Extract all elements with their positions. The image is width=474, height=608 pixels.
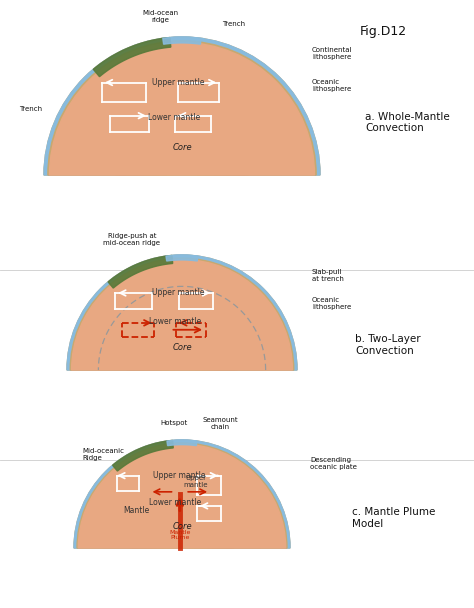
Text: Ridge-push at
mid-ocean ridge: Ridge-push at mid-ocean ridge [103, 233, 161, 246]
Wedge shape [145, 333, 219, 370]
Wedge shape [77, 443, 287, 548]
Text: Lower mantle: Lower mantle [149, 317, 201, 326]
Wedge shape [138, 504, 226, 548]
Wedge shape [138, 131, 226, 175]
Wedge shape [82, 75, 282, 175]
Text: Trench: Trench [222, 21, 246, 27]
Wedge shape [49, 42, 315, 175]
Polygon shape [166, 255, 198, 261]
Text: Oceanic
lithosphere: Oceanic lithosphere [312, 297, 351, 310]
Wedge shape [156, 344, 208, 370]
Wedge shape [67, 255, 297, 370]
Polygon shape [108, 255, 173, 288]
Wedge shape [164, 530, 200, 548]
Text: Upper mantle: Upper mantle [152, 288, 205, 297]
Wedge shape [44, 37, 320, 175]
Text: Mantle: Mantle [124, 506, 150, 515]
Text: c. Mantle Plume
Model: c. Mantle Plume Model [352, 507, 436, 528]
Text: Upper
mantle: Upper mantle [184, 474, 208, 488]
Text: Fig.D12: Fig.D12 [360, 26, 407, 38]
Wedge shape [174, 167, 190, 175]
Wedge shape [159, 152, 205, 175]
Wedge shape [163, 351, 201, 370]
Wedge shape [176, 542, 188, 548]
Text: Lower mantle: Lower mantle [147, 112, 200, 122]
Text: a. Whole-Mantle
Convection: a. Whole-Mantle Convection [365, 112, 450, 133]
Text: Upper mantle: Upper mantle [153, 471, 205, 480]
Text: Core: Core [172, 522, 192, 531]
Wedge shape [116, 109, 248, 175]
Wedge shape [130, 496, 234, 548]
Polygon shape [163, 37, 201, 44]
Wedge shape [145, 137, 219, 175]
Wedge shape [126, 119, 238, 175]
Wedge shape [74, 440, 290, 548]
Wedge shape [170, 358, 194, 370]
Text: Mid-oceanic
Ridge: Mid-oceanic Ridge [82, 447, 124, 460]
Wedge shape [49, 43, 314, 175]
Wedge shape [78, 444, 286, 548]
Text: Lower mantle: Lower mantle [149, 498, 201, 507]
Wedge shape [48, 41, 316, 175]
Text: Slab-pull
at trench: Slab-pull at trench [312, 269, 344, 282]
Text: Upper mantle: Upper mantle [152, 78, 204, 87]
Polygon shape [93, 38, 171, 77]
Wedge shape [147, 513, 217, 548]
Wedge shape [44, 37, 320, 175]
Wedge shape [170, 536, 194, 548]
Wedge shape [74, 440, 290, 548]
Wedge shape [158, 524, 206, 548]
Text: Seamount
chain: Seamount chain [202, 417, 238, 430]
Wedge shape [151, 144, 213, 175]
Wedge shape [151, 339, 213, 370]
Wedge shape [167, 160, 197, 175]
Polygon shape [167, 440, 197, 446]
Text: Hotspot: Hotspot [160, 420, 188, 426]
Wedge shape [175, 364, 189, 370]
Wedge shape [119, 112, 245, 175]
Polygon shape [113, 440, 173, 471]
Text: Oceanic
lithosphere: Oceanic lithosphere [312, 79, 351, 92]
Text: Descending
oceanic plate: Descending oceanic plate [310, 457, 357, 470]
Text: Mantle
Plume: Mantle Plume [169, 530, 191, 541]
Wedge shape [72, 260, 292, 370]
Text: Mid-ocean
ridge: Mid-ocean ridge [142, 10, 178, 23]
Wedge shape [129, 317, 235, 370]
Text: Core: Core [172, 342, 192, 351]
Wedge shape [78, 444, 286, 548]
Text: b. Two-Layer
Convection: b. Two-Layer Convection [355, 334, 420, 356]
Text: Trench: Trench [19, 106, 42, 112]
Wedge shape [99, 287, 265, 370]
Text: Continental
lithosphere: Continental lithosphere [312, 47, 353, 60]
Wedge shape [104, 470, 260, 548]
Wedge shape [70, 258, 294, 370]
Wedge shape [71, 259, 293, 370]
Text: Core: Core [172, 143, 192, 152]
Wedge shape [127, 315, 237, 370]
Wedge shape [135, 323, 229, 370]
Wedge shape [67, 255, 297, 370]
Wedge shape [153, 519, 211, 548]
Wedge shape [133, 499, 231, 548]
